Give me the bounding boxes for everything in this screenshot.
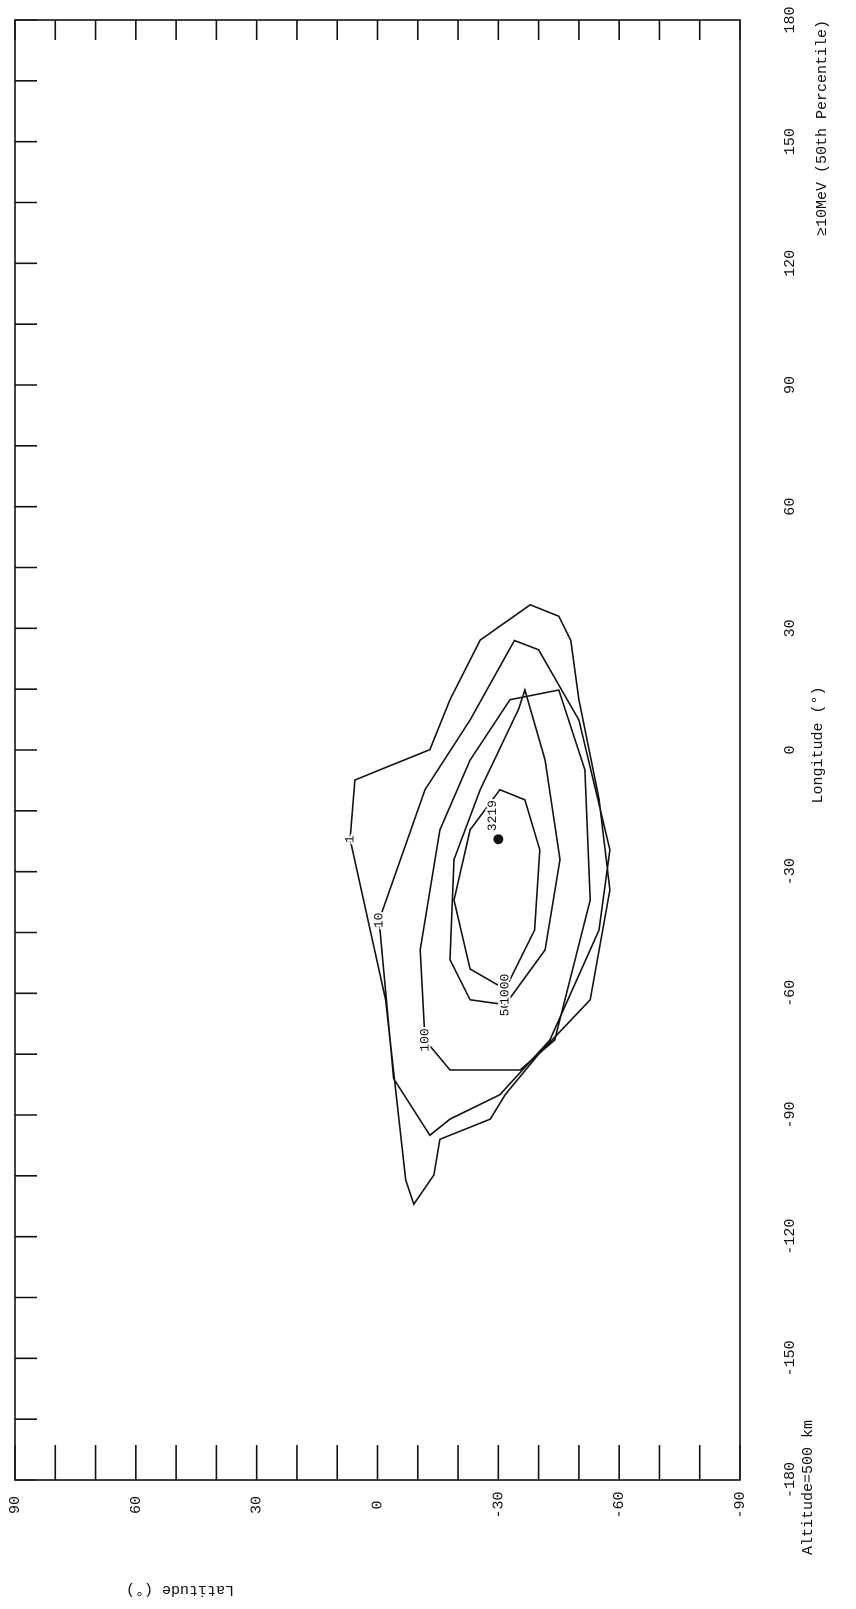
x-tick-label: -90 — [782, 1101, 799, 1128]
contour-label: 1000 — [498, 974, 513, 1005]
x-tick-label: 0 — [782, 745, 799, 754]
x-tick-label: -60 — [782, 980, 799, 1007]
contour-label: 100 — [417, 1028, 432, 1051]
contour-line — [379, 641, 610, 1136]
altitude-note: Altitude=500 km — [800, 1420, 817, 1555]
x-tick-label: -150 — [782, 1340, 799, 1376]
x-tick-label: 60 — [782, 498, 799, 516]
y-tick-label: 30 — [249, 1496, 266, 1514]
x-tick-label: 180 — [782, 6, 799, 33]
contour-label: 1 — [343, 835, 358, 843]
y-tick-label: 0 — [369, 1500, 386, 1509]
chart: Altitude=500 km ≥10MeV (50th Percentile)… — [0, 0, 856, 1609]
x-tick-label: -180 — [782, 1462, 799, 1498]
contour-line — [350, 605, 610, 1204]
x-tick-label: 150 — [782, 128, 799, 155]
y-tick-label: -90 — [732, 1491, 749, 1518]
x-tick-label: 90 — [782, 376, 799, 394]
plot-area: Altitude=500 km ≥10MeV (50th Percentile)… — [7, 6, 831, 1555]
peak-label: 3219 — [485, 800, 500, 831]
page: {"chart_data": { "type": "contour", "x_l… — [0, 0, 856, 1609]
peak-point — [493, 834, 503, 844]
plot-frame — [15, 20, 740, 1480]
x-tick-label: -30 — [782, 858, 799, 885]
y-tick-label: -60 — [611, 1491, 628, 1518]
y-tick-label: 90 — [7, 1496, 24, 1514]
x-tick-label: 30 — [782, 619, 799, 637]
x-axis-title: Longitude (°) — [810, 686, 827, 803]
y-axis-title: Latitude (°) — [126, 1581, 234, 1598]
x-tick-label: 120 — [782, 250, 799, 277]
contour-label: 10 — [372, 913, 387, 929]
y-tick-label: 60 — [128, 1496, 145, 1514]
y-tick-label: -30 — [490, 1491, 507, 1518]
energy-note: ≥10MeV (50th Percentile) — [814, 20, 831, 236]
x-tick-label: -120 — [782, 1219, 799, 1255]
